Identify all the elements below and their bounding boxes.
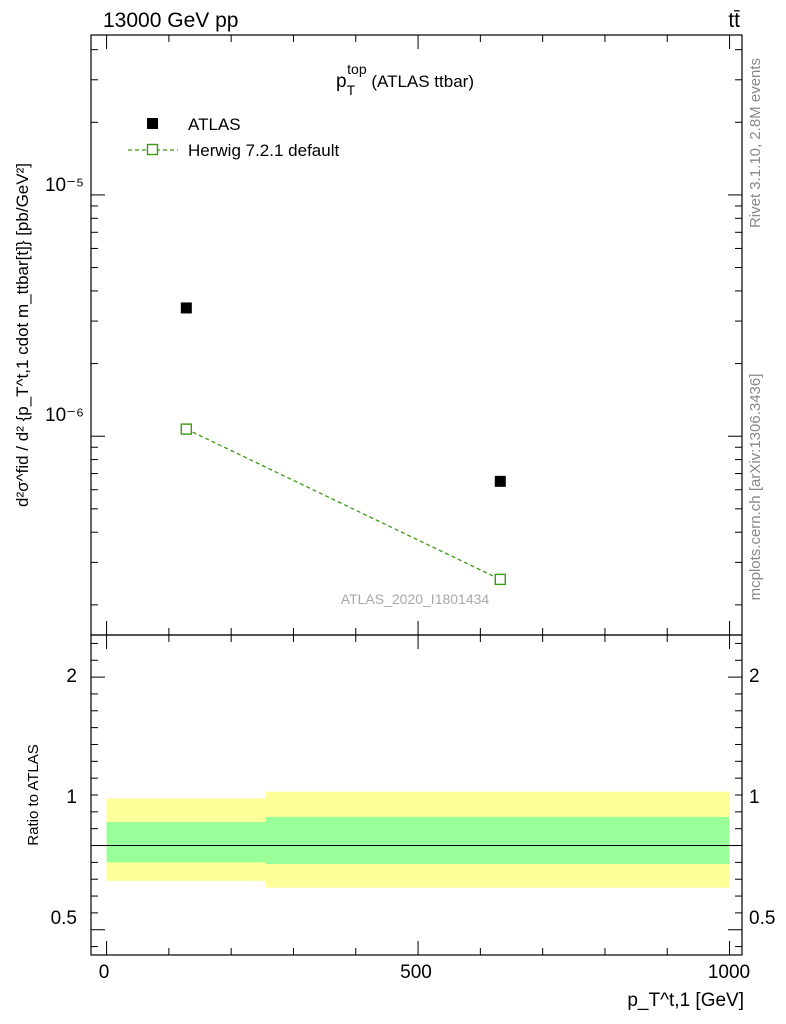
ratio-y-axis-label: Ratio to ATLAS — [25, 744, 42, 845]
legend-herwig-label: Herwig 7.2.1 default — [188, 141, 339, 160]
chart-title-tail: (ATLAS ttbar) — [367, 72, 474, 91]
ratio-tick-label-left-2: 2 — [66, 666, 77, 687]
y-tick-label-1e-6: 10⁻⁶ — [45, 405, 84, 426]
analysis-id: ATLAS_2020_I1801434 — [341, 591, 490, 607]
y-tick-label-1e-5: 10⁻⁵ — [45, 175, 84, 196]
chart-title-sup: top — [347, 61, 367, 77]
x-tick-label-0: 0 — [99, 962, 110, 983]
y-axis-label: d²σ^fid / d² {p_T^t,1 cdot m_ttbar[t]} [… — [13, 163, 32, 507]
herwig-point-1 — [494, 573, 506, 586]
legend-atlas-label: ATLAS — [188, 115, 241, 134]
atlas-point-0 — [180, 302, 192, 314]
chart-title-sub: T — [347, 82, 356, 98]
data-marks — [180, 302, 506, 586]
ratio-bands — [91, 791, 742, 888]
ratio-tick-label-right-1: 1 — [749, 787, 760, 808]
ratio-tick-label-right-2: 2 — [749, 666, 760, 687]
herwig-point-0 — [180, 423, 193, 435]
energy-label: 13000 GeV pp — [103, 9, 238, 32]
ratio-tick-label-right-05: 0.5 — [749, 908, 775, 929]
ratio-tick-label-left-05: 0.5 — [51, 908, 77, 929]
atlas-point-1 — [494, 475, 506, 487]
herwig-series-line — [186, 428, 501, 580]
rivet-version-text: Rivet 3.1.10, 2.8M events — [747, 58, 764, 228]
y-tick-label-1e-5-text: 10⁻⁵ — [45, 175, 84, 196]
ratio-band-green-1 — [266, 816, 730, 865]
ratio-tick-label-left-1: 1 — [66, 787, 77, 808]
chart-title-base: p — [336, 71, 347, 92]
x-tick-label-1000: 1000 — [708, 962, 750, 983]
process-label: tt̄ — [728, 9, 740, 32]
x-axis-label: p_T^t,1 [GeV] — [627, 990, 744, 1011]
x-tick-label-500: 500 — [400, 962, 432, 983]
legend-atlas-marker — [147, 118, 158, 129]
legend-herwig-marker — [146, 143, 159, 156]
chart-title: pTtop (ATLAS ttbar) — [336, 61, 474, 98]
mcplots-text: mcplots.cern.ch [arXiv:1306.3436] — [747, 374, 764, 601]
ratio-band-green-0 — [106, 821, 267, 863]
y-tick-label-1e-6-text: 10⁻⁶ — [45, 405, 84, 426]
axis-ticks — [91, 35, 742, 955]
